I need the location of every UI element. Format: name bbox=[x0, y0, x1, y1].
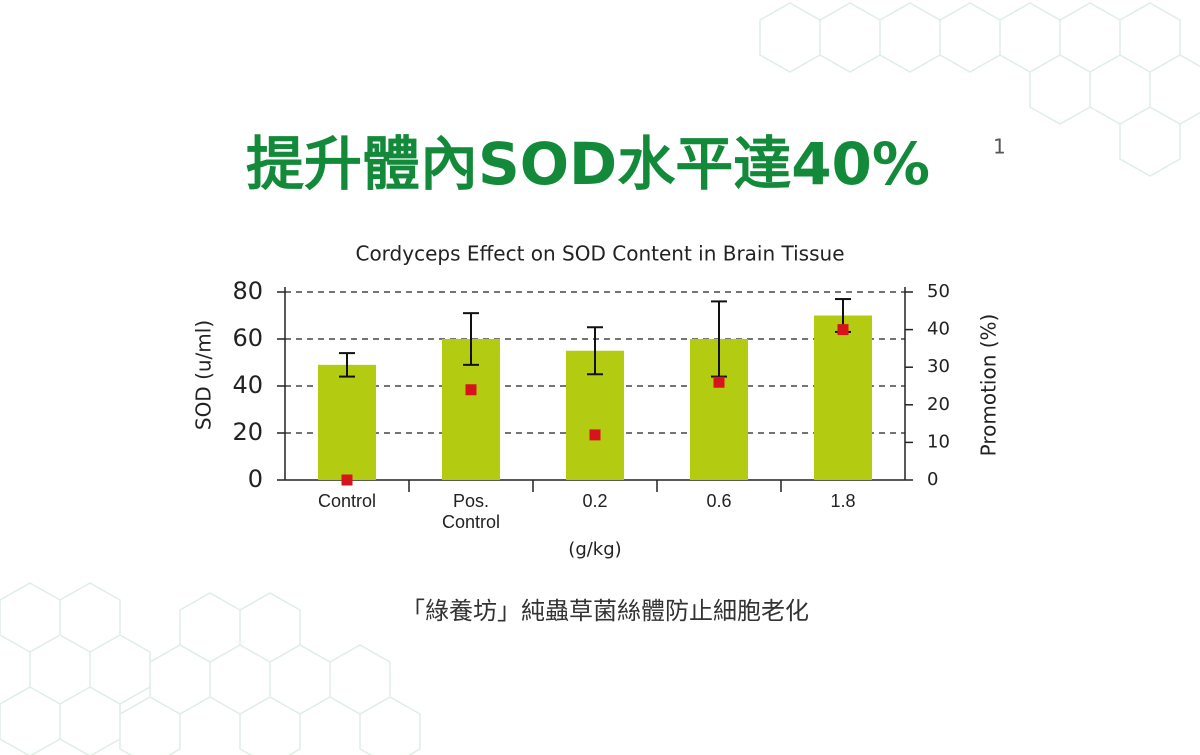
bar bbox=[814, 315, 872, 480]
x-tick-label: Pos. Control bbox=[441, 491, 501, 532]
x-axis-label: (g/kg) bbox=[568, 539, 621, 560]
y-axis-label: SOD (u/ml) bbox=[192, 320, 216, 430]
y-tick-label: 80 bbox=[232, 277, 263, 305]
y-tick-label: 40 bbox=[232, 371, 263, 399]
marker bbox=[465, 384, 477, 396]
x-tick-label: Control bbox=[317, 491, 377, 511]
y-tick-label: 60 bbox=[232, 324, 263, 352]
x-tick-label: 0.2 bbox=[582, 491, 608, 511]
marker bbox=[589, 429, 601, 441]
x-tick-label: 0.6 bbox=[706, 491, 732, 511]
y2-tick-label: 0 bbox=[927, 469, 938, 490]
caption: 「綠養坊」純蟲草菌絲體防止細胞老化 bbox=[401, 597, 809, 625]
error-bar bbox=[463, 312, 479, 366]
error-bar bbox=[587, 326, 603, 376]
error-bar bbox=[711, 300, 727, 378]
y2-tick-label: 40 bbox=[927, 319, 950, 340]
footnote-mark: 1 bbox=[993, 135, 1006, 159]
y-tick-label: 0 bbox=[248, 465, 263, 493]
y2-tick-label: 30 bbox=[927, 356, 950, 377]
marker bbox=[837, 324, 849, 336]
y2-tick-label: 10 bbox=[927, 431, 950, 452]
headline: 提升體內SOD水平達40% bbox=[246, 130, 930, 198]
x-tick-label: 1.8 bbox=[830, 491, 856, 511]
y2-tick-label: 20 bbox=[927, 394, 950, 415]
chart-title: Cordyceps Effect on SOD Content in Brain… bbox=[355, 242, 844, 266]
error-bar bbox=[339, 352, 355, 378]
y-tick-label: 20 bbox=[232, 418, 263, 446]
marker bbox=[713, 376, 725, 388]
y2-tick-label: 50 bbox=[927, 281, 950, 302]
bar bbox=[318, 364, 376, 480]
marker bbox=[341, 474, 353, 486]
y2-axis-label: Promotion (%) bbox=[977, 314, 1001, 457]
